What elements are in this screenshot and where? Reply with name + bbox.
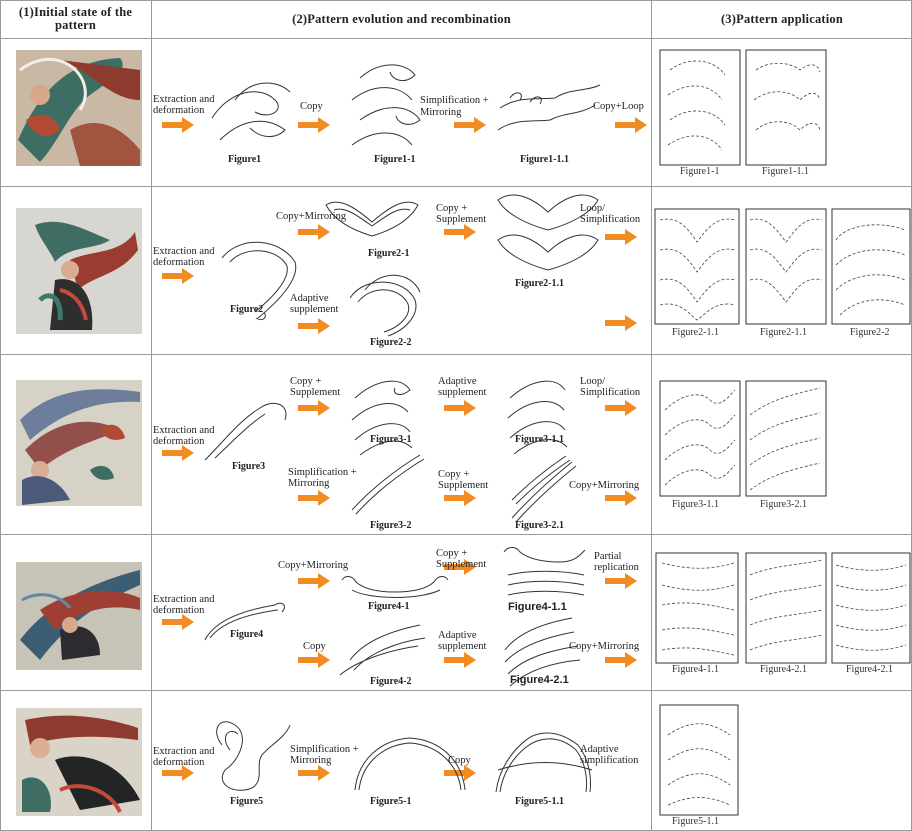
app-caption-4a: Figure4-1.1 bbox=[672, 664, 719, 675]
mural-photo-3 bbox=[16, 380, 142, 506]
header-initial-state: (1)Initial state of the pattern bbox=[18, 5, 133, 32]
pattern-sketches bbox=[204, 64, 601, 793]
app-caption-3a: Figure3-1.1 bbox=[672, 499, 719, 510]
label-op-copy-mirroring-3: Copy+Mirroring bbox=[569, 480, 640, 491]
caption-figure2-1: Figure2-1 bbox=[368, 248, 410, 259]
app-caption-2b: Figure2-1.1 bbox=[760, 327, 807, 338]
mural-photo-4 bbox=[16, 562, 142, 670]
mural-photo-5 bbox=[16, 708, 142, 816]
label-op-copy-loop-1: Copy+Loop bbox=[593, 101, 644, 112]
label-op-simplification-3: Simplification + Mirroring bbox=[288, 467, 357, 489]
caption-figure4-2-1: Figure4-2.1 bbox=[510, 674, 569, 686]
app-caption-1b: Figure1-1.1 bbox=[762, 166, 809, 177]
caption-figure3-1-1: Figure3-1.1 bbox=[515, 434, 564, 445]
caption-figure3-1: Figure3-1 bbox=[370, 434, 412, 445]
app-caption-2c: Figure2-2 bbox=[850, 327, 890, 338]
label-op-copy-supplement-4: Copy + Supplement bbox=[436, 548, 487, 570]
header-pattern-evolution: (2)Pattern evolution and recombination bbox=[292, 11, 511, 26]
app-caption-4c: Figure4-2.1 bbox=[846, 664, 893, 675]
application-dashed-patterns bbox=[659, 60, 907, 806]
caption-figure3: Figure3 bbox=[232, 461, 266, 472]
label-extraction-5: Extraction and deformation bbox=[153, 746, 215, 768]
label-extraction-2: Extraction and deformation bbox=[153, 246, 215, 268]
application-panels bbox=[654, 49, 911, 816]
caption-figure2: Figure2 bbox=[230, 304, 264, 315]
label-op-adaptive-5: Adaptive simplification bbox=[580, 744, 639, 766]
label-op-adaptive-2: Adaptive supplement bbox=[290, 293, 339, 315]
header-pattern-application: (3)Pattern application bbox=[720, 11, 844, 26]
caption-figure4: Figure4 bbox=[230, 629, 264, 640]
app-caption-2a: Figure2-1.1 bbox=[672, 327, 719, 338]
app-caption-5a: Figure5-1.1 bbox=[672, 816, 719, 827]
label-op-simplification-1: Simplification + Mirroring bbox=[420, 95, 489, 118]
app-caption-4b: Figure4-2.1 bbox=[760, 664, 807, 675]
caption-figure2-2: Figure2-2 bbox=[370, 337, 412, 348]
label-extraction-3: Extraction and deformation bbox=[153, 425, 215, 447]
label-op-copy-4: Copy bbox=[303, 641, 326, 652]
caption-figure3-2-1: Figure3-2.1 bbox=[515, 520, 564, 531]
label-op-copy-mirroring-4: Copy+Mirroring bbox=[278, 560, 349, 571]
app-caption-3b: Figure3-2.1 bbox=[760, 499, 807, 510]
label-extraction-1: Extraction and deformation bbox=[153, 94, 215, 116]
caption-figure1-1-1: Figure1-1.1 bbox=[520, 154, 569, 165]
label-op-simplification-5: Simplification + Mirroring bbox=[290, 744, 359, 766]
label-op-copy-supplement-2: Copy + Supplement bbox=[436, 203, 487, 225]
caption-figure4-2: Figure4-2 bbox=[370, 676, 412, 687]
label-op-copy-5: Copy bbox=[448, 755, 471, 766]
caption-figure5-1: Figure5-1 bbox=[370, 796, 412, 807]
label-op-copy-supplement-3: Copy + Supplement bbox=[290, 376, 341, 398]
label-op-loop-3: Loop/ Simplification bbox=[580, 376, 641, 398]
label-op-copy-1: Copy bbox=[300, 101, 323, 112]
label-op-copy-supplement-3b: Copy + Supplement bbox=[438, 469, 489, 491]
caption-figure1: Figure1 bbox=[228, 154, 262, 165]
app-caption-1a: Figure1-1 bbox=[680, 166, 720, 177]
caption-figure4-1: Figure4-1 bbox=[368, 601, 410, 612]
label-op-adaptive-3: Adaptive supplement bbox=[438, 376, 487, 398]
label-op-copy-mirroring-2: Copy+Mirroring bbox=[276, 211, 347, 222]
label-extraction-4: Extraction and deformation bbox=[153, 594, 215, 616]
mural-photo-2 bbox=[16, 208, 142, 334]
label-op-adaptive-4: Adaptive supplement bbox=[438, 630, 487, 652]
mural-photo-1 bbox=[16, 50, 142, 166]
label-op-partial-4: Partial replication bbox=[594, 551, 639, 573]
label-op-loop-2: Loop/ Simplification bbox=[580, 203, 641, 225]
caption-figure4-1-1: Figure4-1.1 bbox=[508, 601, 567, 613]
caption-figure1-1: Figure1-1 bbox=[374, 154, 416, 165]
caption-figure5-1-1: Figure5-1.1 bbox=[515, 796, 564, 807]
caption-figure3-2: Figure3-2 bbox=[370, 520, 412, 531]
caption-figure5: Figure5 bbox=[230, 796, 264, 807]
label-op-copy-mirroring-4b: Copy+Mirroring bbox=[569, 641, 640, 652]
caption-figure2-1-1: Figure2-1.1 bbox=[515, 278, 564, 289]
